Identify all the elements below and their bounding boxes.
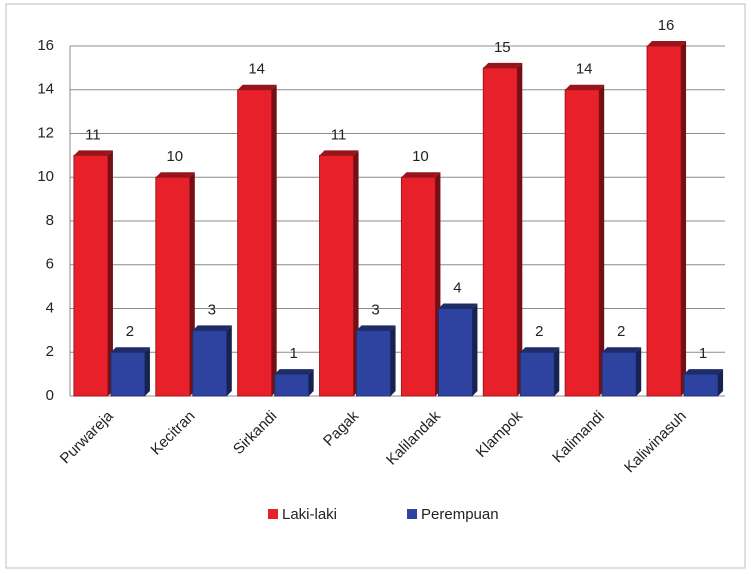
y-tick-label: 2 xyxy=(46,343,54,360)
data-label: 3 xyxy=(208,301,216,318)
data-label: 3 xyxy=(371,301,379,318)
bar-side xyxy=(226,325,232,396)
y-tick-label: 12 xyxy=(37,124,54,141)
bar xyxy=(437,308,473,397)
data-label: 11 xyxy=(331,126,347,143)
data-label: 10 xyxy=(166,148,183,165)
bar-side xyxy=(107,150,113,396)
bar-side xyxy=(271,84,277,396)
bar-top xyxy=(155,172,195,178)
y-tick-label: 10 xyxy=(37,168,54,185)
bar xyxy=(356,329,392,397)
bar-top xyxy=(274,369,314,375)
data-label: 2 xyxy=(617,323,625,340)
y-tick-label: 6 xyxy=(46,256,54,273)
bar xyxy=(400,176,436,397)
bar xyxy=(237,89,273,397)
bar-top xyxy=(647,41,687,46)
bar xyxy=(155,176,191,397)
legend-label: Laki-laki xyxy=(282,506,337,523)
chart-frame xyxy=(5,3,746,569)
bar xyxy=(683,373,719,397)
bar-side xyxy=(636,347,642,396)
bar-side xyxy=(554,347,560,396)
legend-label: Perempuan xyxy=(421,506,499,523)
bar-side xyxy=(681,41,687,396)
data-label: 11 xyxy=(85,126,101,143)
bar-side xyxy=(599,84,605,396)
bar-top xyxy=(520,347,560,353)
bar-top xyxy=(110,347,150,353)
bar xyxy=(319,154,355,397)
bar xyxy=(601,351,637,397)
data-label: 15 xyxy=(494,39,511,56)
bar-side xyxy=(472,303,478,396)
bar xyxy=(110,351,146,397)
bar-top xyxy=(237,84,277,90)
bar-side xyxy=(308,369,314,396)
bar-side xyxy=(718,369,724,396)
data-label: 2 xyxy=(126,323,134,340)
bar xyxy=(482,67,518,397)
bar-top xyxy=(192,325,232,331)
bar-top xyxy=(73,150,113,156)
bar xyxy=(564,89,600,397)
bar-side xyxy=(517,62,523,396)
data-label: 1 xyxy=(699,345,707,362)
y-tick-label: 16 xyxy=(37,37,54,54)
bar xyxy=(73,154,109,397)
bar-top xyxy=(401,172,441,178)
bar xyxy=(646,45,682,397)
bar xyxy=(192,329,228,397)
data-label: 2 xyxy=(535,323,543,340)
bar xyxy=(519,351,555,397)
data-label: 16 xyxy=(658,17,675,34)
data-label: 4 xyxy=(453,279,461,296)
bar-side xyxy=(144,347,150,396)
bar-top xyxy=(438,303,478,309)
bar-top xyxy=(602,347,642,353)
bar-top xyxy=(319,150,359,156)
y-tick-label: 14 xyxy=(37,81,54,98)
bar-top xyxy=(684,369,724,375)
data-label: 14 xyxy=(576,61,593,78)
bar-top xyxy=(356,325,396,331)
data-label: 1 xyxy=(290,345,298,362)
bar-top xyxy=(565,84,605,90)
bar-top xyxy=(483,62,523,68)
legend-swatch xyxy=(407,509,418,519)
y-tick-label: 0 xyxy=(46,387,54,404)
bar-side xyxy=(390,325,396,396)
data-label: 10 xyxy=(412,148,429,165)
legend-swatch xyxy=(268,509,278,519)
data-label: 14 xyxy=(248,61,265,78)
y-tick-label: 8 xyxy=(46,212,54,229)
bar xyxy=(274,373,310,397)
y-tick-label: 4 xyxy=(46,299,54,316)
